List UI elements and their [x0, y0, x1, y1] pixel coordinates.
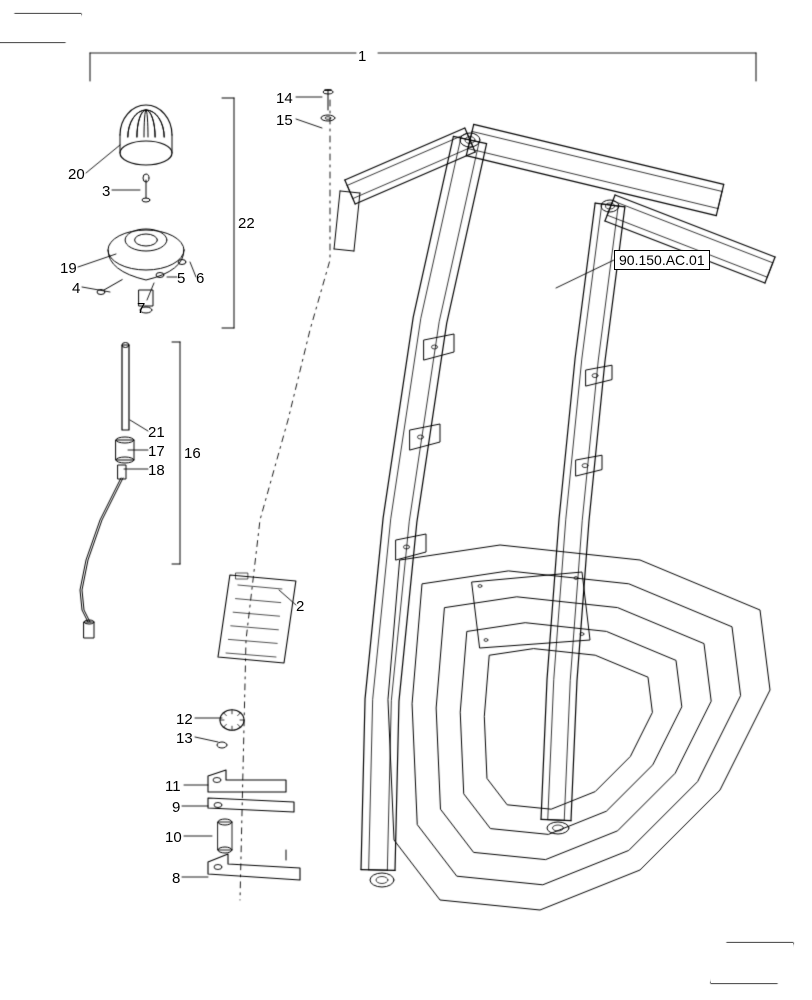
callout-21: 21 [148, 424, 165, 441]
callout-11: 11 [165, 778, 181, 795]
callout-16: 16 [184, 445, 201, 462]
callout-15: 15 [276, 112, 293, 129]
callout-13: 13 [176, 730, 193, 747]
callout-20: 20 [68, 166, 85, 183]
cross-reference-box: 90.150.AC.01 [614, 250, 710, 270]
prev-page-icon[interactable] [0, 14, 81, 42]
callout-22: 22 [238, 215, 255, 232]
callout-2: 2 [296, 598, 304, 615]
callout-4: 4 [72, 280, 80, 297]
callout-18: 18 [148, 462, 165, 479]
callout-14: 14 [276, 90, 293, 107]
callout-1: 1 [358, 48, 366, 65]
callout-17: 17 [148, 443, 165, 460]
callout-12: 12 [176, 711, 193, 728]
diagram-stage: 90.150.AC.01 1 14 15 20 3 19 4 7 56 22 21 17 18 16 2 12… [0, 0, 812, 1000]
callout-6: 6 [196, 270, 204, 287]
callout-8: 8 [172, 870, 180, 887]
callout-9: 9 [172, 799, 180, 816]
callout-3: 3 [102, 183, 110, 200]
callout-7: 7 [137, 300, 145, 317]
callout-10: 10 [165, 829, 182, 846]
next-page-icon[interactable] [711, 943, 793, 983]
callout-19: 19 [60, 260, 77, 277]
technical-drawing-canvas [0, 0, 812, 1000]
callout-5: 5 [177, 270, 185, 287]
